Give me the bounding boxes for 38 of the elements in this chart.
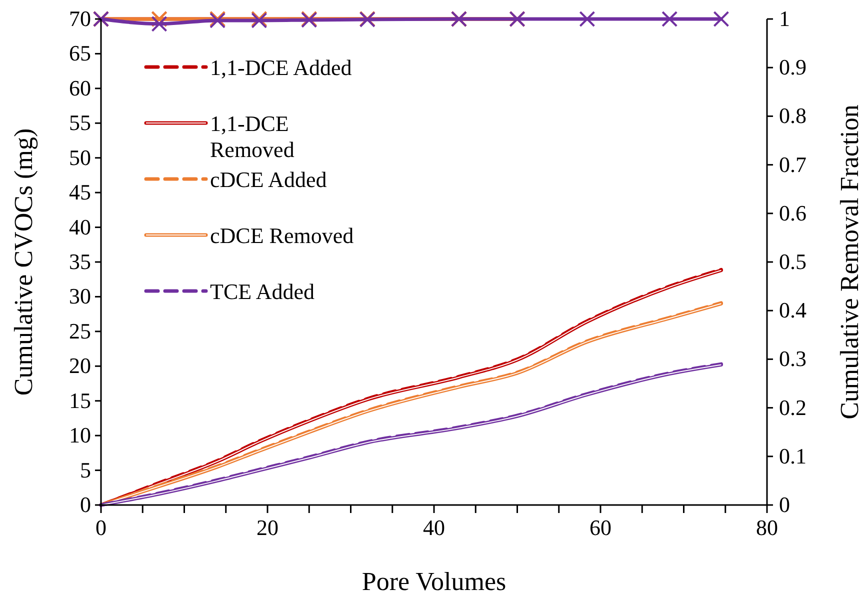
x-tick-label: 40 bbox=[423, 515, 445, 540]
y-tick-label: 25 bbox=[69, 318, 91, 344]
legend-label: cDCE Removed bbox=[210, 223, 354, 248]
y-tick-label: 10 bbox=[69, 422, 91, 448]
y2-tick-label: 0.8 bbox=[779, 103, 806, 128]
x-tick-label: 0 bbox=[96, 515, 106, 540]
y-tick-label: 55 bbox=[69, 110, 91, 136]
y2-tick-label: 0.3 bbox=[779, 346, 806, 372]
x-axis-title: Pore Volumes bbox=[362, 567, 506, 596]
y2-tick-label: 0.1 bbox=[779, 443, 806, 468]
y2-tick-label: 0.6 bbox=[779, 200, 806, 226]
x-tick-label: 80 bbox=[756, 515, 778, 540]
y-tick-label: 20 bbox=[69, 353, 91, 378]
x-tick-label: 60 bbox=[590, 515, 612, 540]
y-tick-label: 45 bbox=[69, 180, 91, 205]
legend-label: cDCE Added bbox=[210, 167, 327, 192]
y-tick-label: 5 bbox=[80, 457, 91, 482]
y-tick-label: 0 bbox=[80, 492, 91, 517]
legend-label: 1,1-DCE Added bbox=[210, 55, 352, 80]
x-tick-label: 20 bbox=[256, 515, 278, 540]
y-tick-label: 30 bbox=[69, 284, 91, 309]
y2-tick-label: 0.4 bbox=[779, 298, 806, 323]
y-tick-label: 60 bbox=[69, 75, 91, 100]
y-tick-label: 35 bbox=[69, 249, 91, 274]
y-tick-label: 15 bbox=[69, 388, 91, 413]
y-axis-title: Cumulative CVOCs (mg) bbox=[9, 128, 38, 396]
y-tick-label: 65 bbox=[69, 40, 91, 66]
y2-tick-label: 0.7 bbox=[779, 152, 806, 177]
y-tick-label: 70 bbox=[69, 6, 91, 31]
y-tick-label: 50 bbox=[69, 144, 91, 170]
y2-tick-label: 0 bbox=[779, 492, 790, 517]
y2-tick-label: 0.2 bbox=[779, 394, 806, 420]
legend-label: TCE Added bbox=[210, 279, 314, 304]
y2-axis-title: Cumulative Removal Fraction bbox=[835, 104, 864, 420]
y2-tick-label: 1 bbox=[779, 6, 790, 31]
y-tick-label: 40 bbox=[69, 214, 91, 240]
y2-tick-label: 0.5 bbox=[779, 249, 806, 274]
y2-tick-label: 0.9 bbox=[779, 54, 806, 80]
